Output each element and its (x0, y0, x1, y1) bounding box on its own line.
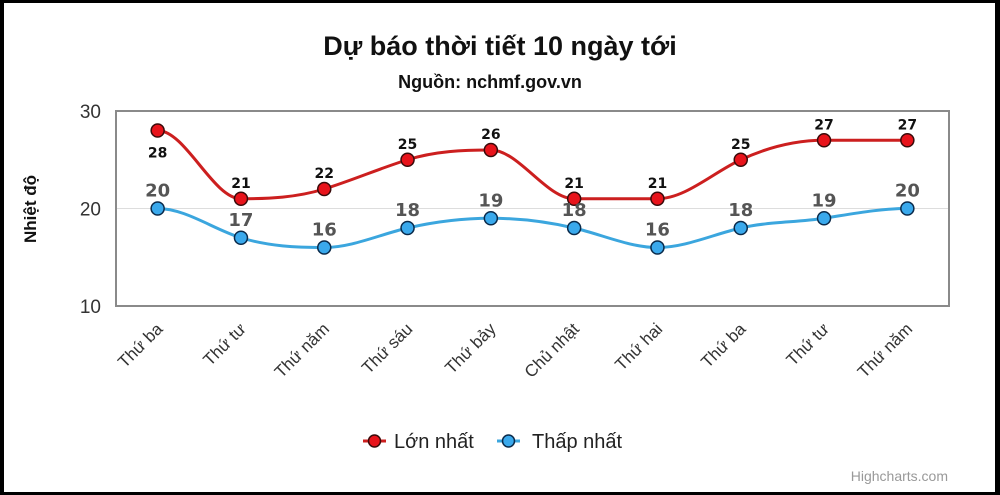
data-label: 25 (398, 137, 417, 153)
series-min: 20 17 16 18 19 18 16 18 19 20 (145, 181, 920, 255)
data-label: 19 (478, 190, 503, 211)
data-label: 27 (814, 117, 833, 133)
x-tick-label: Thứ ba (697, 319, 750, 372)
data-point-marker[interactable] (733, 220, 748, 236)
data-label: 21 (231, 176, 250, 192)
legend-marker-icon (501, 434, 516, 448)
data-point-marker[interactable] (566, 220, 582, 236)
data-point-marker[interactable] (317, 181, 332, 197)
data-point-marker[interactable] (900, 201, 915, 216)
y-tick-label: 20 (80, 200, 101, 221)
legend-label-min: Thấp nhất (532, 431, 623, 453)
data-label: 22 (315, 166, 334, 182)
y-tick-label: 10 (80, 297, 101, 318)
data-label: 16 (645, 220, 670, 241)
data-point-marker[interactable] (900, 133, 915, 148)
series-group: 28 21 22 25 26 21 21 25 27 27 20 17 16 18 19 18 16 18 19 20 (145, 117, 920, 255)
chart-title: Dự báo thời tiết 10 ngày tới (323, 31, 676, 61)
y-axis: 10 20 30 (80, 102, 101, 318)
data-label: 21 (648, 176, 667, 192)
credits-link[interactable]: Highcharts.com (851, 468, 948, 484)
data-point-marker[interactable] (566, 191, 582, 206)
series-line (157, 129, 908, 201)
x-tick-label: Thứ năm (271, 319, 333, 381)
plot-area-border (115, 110, 950, 307)
data-point-marker[interactable] (483, 142, 499, 158)
data-point-marker[interactable] (400, 152, 415, 167)
legend-item-max[interactable]: Lớn nhất (363, 431, 474, 453)
data-label: 26 (481, 127, 500, 143)
data-point-marker[interactable] (317, 240, 332, 255)
data-point-marker[interactable] (233, 191, 249, 206)
line-chart: Dự báo thời tiết 10 ngày tới Nguồn: nchm… (21, 31, 950, 484)
data-point-marker[interactable] (733, 152, 748, 167)
data-label: 21 (564, 176, 583, 192)
data-label: 28 (148, 146, 167, 162)
x-tick-label: Thứ năm (854, 319, 916, 381)
x-tick-label: Thứ tư (783, 319, 833, 369)
data-point-marker[interactable] (650, 191, 665, 206)
data-point-marker[interactable] (233, 230, 249, 245)
data-point-marker[interactable] (816, 211, 832, 226)
data-label: 18 (395, 200, 420, 221)
x-tick-label: Thứ bảy (441, 319, 500, 378)
legend-marker-icon (367, 434, 382, 448)
data-label: 27 (898, 117, 917, 133)
data-point-marker[interactable] (650, 240, 665, 255)
x-tick-label: Thứ hai (611, 319, 666, 374)
legend-item-min[interactable]: Thấp nhất (497, 431, 623, 453)
x-axis: Thứ ba Thứ tư Thứ năm Thứ sáu Thứ bảy Chủ nhậ… (114, 319, 916, 382)
data-point-marker[interactable] (150, 123, 165, 138)
data-label: 16 (312, 220, 337, 241)
data-label: 18 (728, 200, 753, 221)
series-max: 28 21 22 25 26 21 21 25 27 27 (148, 117, 917, 206)
legend: Lớn nhất Thấp nhất (363, 431, 623, 453)
chart-container: Dự báo thời tiết 10 ngày tới Nguồn: nchm… (4, 3, 995, 492)
chart-subtitle: Nguồn: nchmf.gov.vn (398, 72, 582, 92)
legend-label-max: Lớn nhất (394, 431, 474, 453)
y-axis-title: Nhiệt độ (21, 175, 40, 243)
data-point-marker[interactable] (483, 211, 499, 226)
data-label: 20 (895, 181, 920, 202)
data-point-marker[interactable] (816, 133, 832, 148)
data-label: 20 (145, 181, 170, 202)
series-line (157, 207, 908, 250)
data-label: 18 (562, 200, 587, 221)
data-label: 17 (228, 210, 253, 231)
x-tick-label: Chủ nhật (521, 319, 583, 381)
x-tick-label: Thứ tư (200, 319, 250, 369)
data-label: 19 (812, 190, 837, 211)
data-label: 25 (731, 137, 750, 153)
data-point-marker[interactable] (400, 220, 415, 236)
x-tick-label: Thứ ba (114, 319, 167, 372)
x-tick-label: Thứ sáu (358, 319, 416, 377)
y-tick-label: 30 (80, 102, 101, 123)
data-point-marker[interactable] (150, 201, 165, 216)
